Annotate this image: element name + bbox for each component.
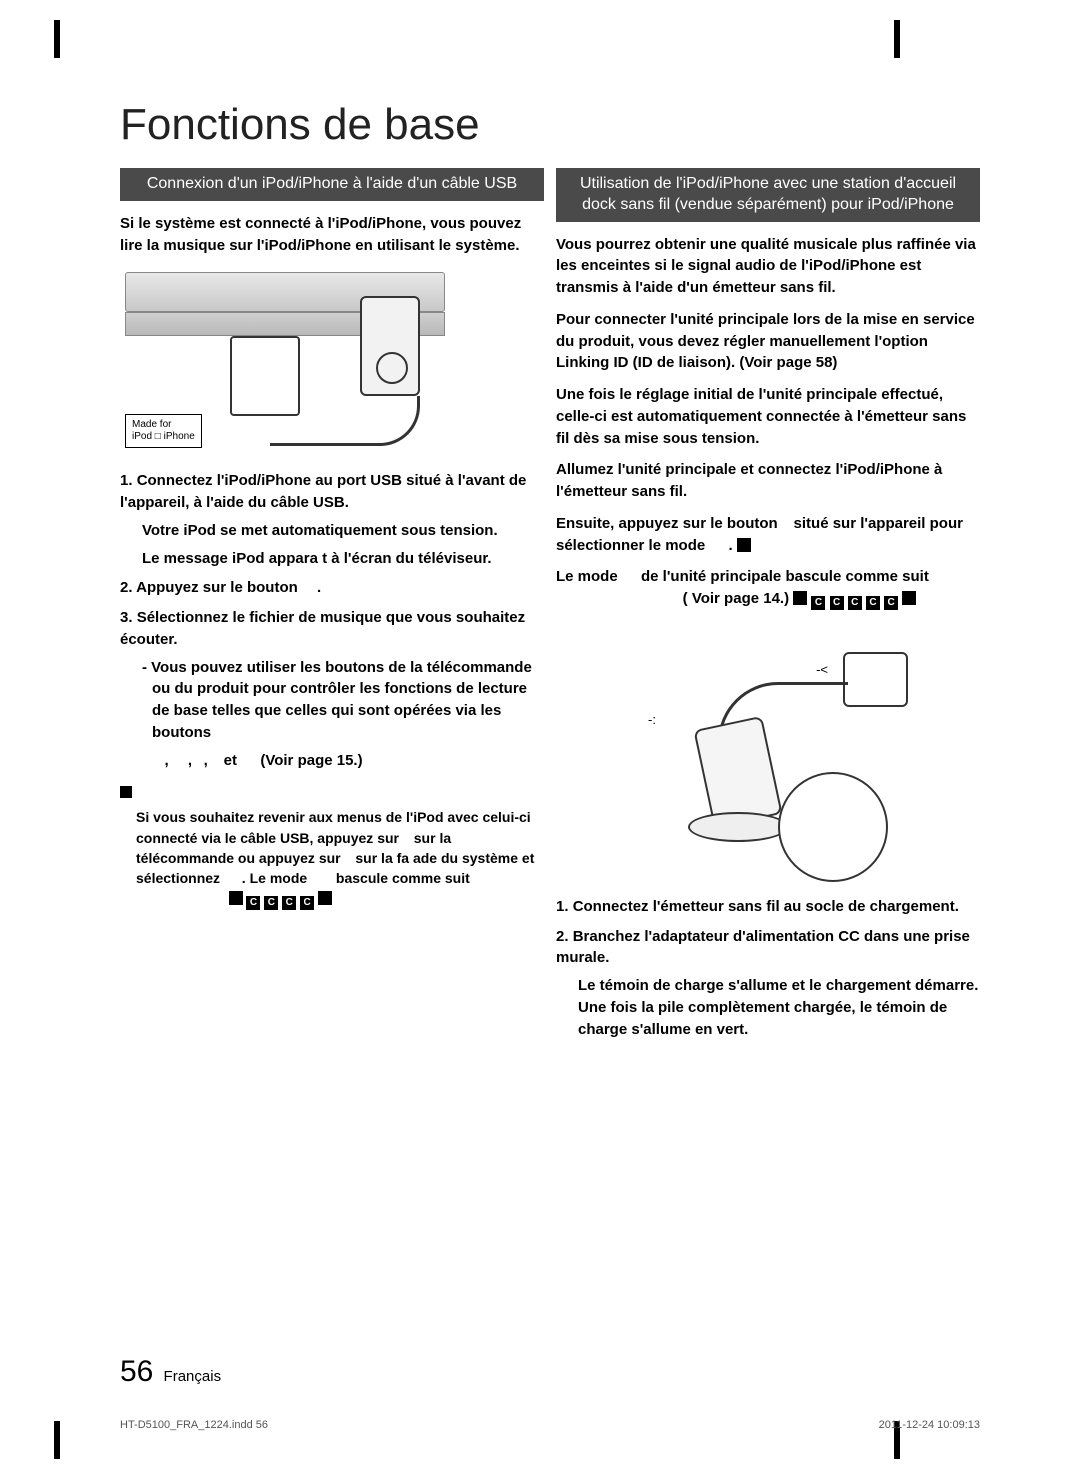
button-icon [737, 538, 751, 552]
step-number: 2. [120, 579, 136, 596]
made-for-badge: Made for iPod □ iPhone [125, 414, 202, 448]
right-step-2: 2. Branchez l'adaptateur d'alimentation … [556, 926, 980, 1041]
note-block: Si vous souhaitez revenir aux menus de l… [120, 783, 544, 910]
ipod-wheel [376, 352, 408, 384]
step-number: 3. [120, 609, 137, 626]
crop-mark [894, 20, 900, 58]
step1-sub1: Votre iPod se met automatiquement sous t… [142, 520, 544, 542]
right-column: Utilisation de l'iPod/iPhone avec une st… [556, 168, 980, 1048]
c-icon: C [264, 896, 278, 910]
page-content: Fonctions de base Connexion d'un iPod/iP… [0, 0, 1080, 1108]
right-p4b: Ensuite, appuyez sur le bouton situé sur… [556, 513, 980, 557]
note-bullet-icon [120, 786, 132, 798]
right-section-header: Utilisation de l'iPod/iPhone avec une st… [556, 168, 980, 222]
c-icon: C [884, 596, 898, 610]
page-title: Fonctions de base [120, 100, 980, 150]
step3-sub: - Vous pouvez utiliser les boutons de la… [142, 657, 544, 744]
right-p4c: Le mode de l'unité principale bascule co… [556, 566, 980, 610]
step2-sub: Le témoin de charge s'allume et le charg… [578, 975, 980, 1040]
right-p2: Pour connecter l'unité principale lors d… [556, 309, 980, 374]
mode-icon [793, 591, 807, 605]
step1-sub2: Le message iPod appara t à l'écran du té… [142, 548, 544, 570]
dock-figure: -: -< [556, 652, 980, 882]
left-section-header: Connexion d'un iPod/iPhone à l'aide d'un… [120, 168, 544, 201]
indd-timestamp: 2011-12-24 10:09:13 [879, 1419, 980, 1431]
c-icon: C [282, 896, 296, 910]
left-column: Connexion d'un iPod/iPhone à l'aide d'un… [120, 168, 544, 1048]
c-icon: C [830, 596, 844, 610]
right-step-1: 1. Connectez l'émetteur sans fil au socl… [556, 896, 980, 918]
ipod-unit [360, 296, 420, 396]
dock-diagram: -: -< [608, 652, 928, 882]
columns: Connexion d'un iPod/iPhone à l'aide d'un… [120, 168, 980, 1048]
dock-base [688, 812, 788, 842]
indd-file: HT-D5100_FRA_1224.indd 56 [120, 1419, 268, 1431]
c-icon: C [246, 896, 260, 910]
page-footer: 56 Français [120, 1355, 221, 1389]
step-text: Connectez l'iPod/iPhone au port USB situ… [120, 472, 526, 511]
mode-icon [229, 891, 243, 905]
usb-cable [270, 396, 420, 446]
left-step-1: 1. Connectez l'iPod/iPhone au port USB s… [120, 470, 544, 569]
step-text: Appuyez sur le bouton . [136, 579, 321, 596]
left-step-3: 3. Sélectionnez le fichier de musique qu… [120, 607, 544, 771]
indd-footer: HT-D5100_FRA_1224.indd 56 2011-12-24 10:… [120, 1419, 980, 1431]
arrow-a-label: -: [648, 712, 656, 727]
right-steps: 1. Connectez l'émetteur sans fil au socl… [556, 896, 980, 1041]
c-icon: C [848, 596, 862, 610]
page-lang: Français [164, 1368, 222, 1385]
step-text: Connectez l'émetteur sans fil au socle d… [573, 898, 959, 915]
mode-icon [902, 591, 916, 605]
note-body-text: Si vous souhaitez revenir aux menus de l… [136, 809, 541, 906]
badge-line2: iPod □ iPhone [132, 431, 195, 443]
note-body: Si vous souhaitez revenir aux menus de l… [136, 807, 544, 910]
step-text: Branchez l'adaptateur d'alimentation CC … [556, 928, 970, 967]
badge-line1: Made for [132, 419, 195, 431]
c-icon: C [300, 896, 314, 910]
step-number: 1. [120, 472, 137, 489]
device-diagram: Made for iPod □ iPhone [120, 266, 450, 456]
power-adapter [843, 652, 908, 707]
step-text: Sélectionnez le fichier de musique que v… [120, 609, 525, 648]
c-icon: C [866, 596, 880, 610]
p4b-text: Ensuite, appuyez sur le bouton situé sur… [556, 515, 963, 554]
left-step-2: 2. Appuyez sur le bouton . [120, 577, 544, 599]
usb-connection-figure: Made for iPod □ iPhone [120, 266, 544, 456]
note-label [146, 783, 170, 800]
arrow-b-label: -< [816, 662, 828, 677]
crop-mark [54, 20, 60, 58]
step3-buttons: , , , et (Voir page 15.) [142, 750, 544, 772]
right-p4a: Allumez l'unité principale et connectez … [556, 459, 980, 503]
left-intro: Si le système est connecté à l'iPod/iPho… [120, 213, 544, 257]
zoom-circle [778, 772, 888, 882]
page-number: 56 [120, 1355, 153, 1388]
right-p3: Une fois le réglage initial de l'unité p… [556, 384, 980, 449]
left-steps: 1. Connectez l'iPod/iPhone au port USB s… [120, 470, 544, 771]
c-icon: C [811, 596, 825, 610]
step-number: 1. [556, 898, 573, 915]
diagram-label [556, 620, 980, 642]
mode-icon [318, 891, 332, 905]
step-number: 2. [556, 928, 573, 945]
right-p1: Vous pourrez obtenir une qualité musical… [556, 234, 980, 299]
crop-mark [54, 1421, 60, 1459]
